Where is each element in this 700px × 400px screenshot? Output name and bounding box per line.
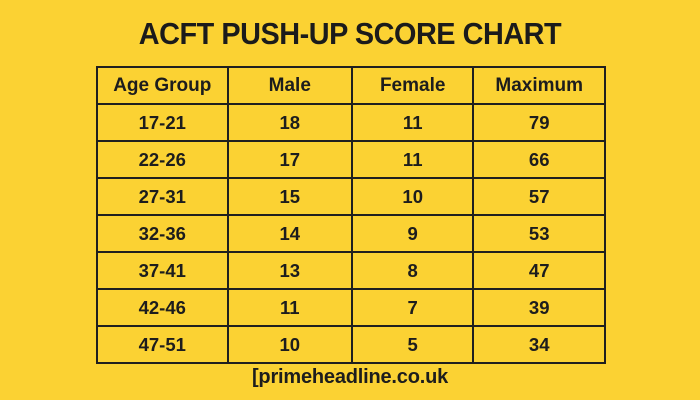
cell-age-group: 17-21 — [96, 103, 229, 142]
cell-male: 18 — [226, 103, 354, 142]
cell-age-group: 42-46 — [96, 288, 229, 327]
cell-female: 11 — [350, 140, 475, 179]
table-row: 37-41 13 8 47 — [96, 251, 606, 290]
table-row: 32-36 14 9 53 — [96, 214, 606, 253]
score-table: Age Group Male Female Maximum 17-21 18 1… — [96, 66, 606, 364]
cell-maximum: 53 — [472, 214, 606, 253]
cell-female: 5 — [350, 325, 475, 364]
cell-female: 11 — [350, 103, 475, 142]
cell-female: 10 — [350, 177, 475, 216]
cell-age-group: 37-41 — [96, 251, 229, 290]
table-row: 47-51 10 5 34 — [96, 325, 606, 364]
cell-maximum: 66 — [472, 140, 606, 179]
cell-male: 15 — [226, 177, 354, 216]
cell-maximum: 47 — [472, 251, 606, 290]
table-row: 42-46 11 7 39 — [96, 288, 606, 327]
table-row: 27-31 15 10 57 — [96, 177, 606, 216]
cell-male: 14 — [226, 214, 354, 253]
table-row: 22-26 17 11 66 — [96, 140, 606, 179]
column-header-female: Female — [350, 66, 475, 105]
table-row: 17-21 18 11 79 — [96, 103, 606, 142]
cell-age-group: 22-26 — [96, 140, 229, 179]
cell-age-group: 27-31 — [96, 177, 229, 216]
cell-maximum: 34 — [472, 325, 606, 364]
table-header-row: Age Group Male Female Maximum — [96, 66, 606, 105]
cell-male: 10 — [226, 325, 354, 364]
cell-male: 17 — [226, 140, 354, 179]
cell-age-group: 47-51 — [96, 325, 229, 364]
column-header-male: Male — [226, 66, 354, 105]
page-title: ACFT PUSH-UP SCORE CHART — [138, 16, 562, 51]
cell-male: 13 — [226, 251, 354, 290]
cell-female: 8 — [350, 251, 475, 290]
cell-maximum: 57 — [472, 177, 606, 216]
cell-male: 11 — [226, 288, 354, 327]
cell-maximum: 39 — [472, 288, 606, 327]
cell-age-group: 32-36 — [96, 214, 229, 253]
column-header-age-group: Age Group — [96, 66, 229, 105]
cell-female: 7 — [350, 288, 475, 327]
cell-maximum: 79 — [472, 103, 606, 142]
watermark-url: [primeheadline.co.uk — [251, 366, 449, 388]
column-header-maximum: Maximum — [472, 66, 606, 105]
cell-female: 9 — [350, 214, 475, 253]
